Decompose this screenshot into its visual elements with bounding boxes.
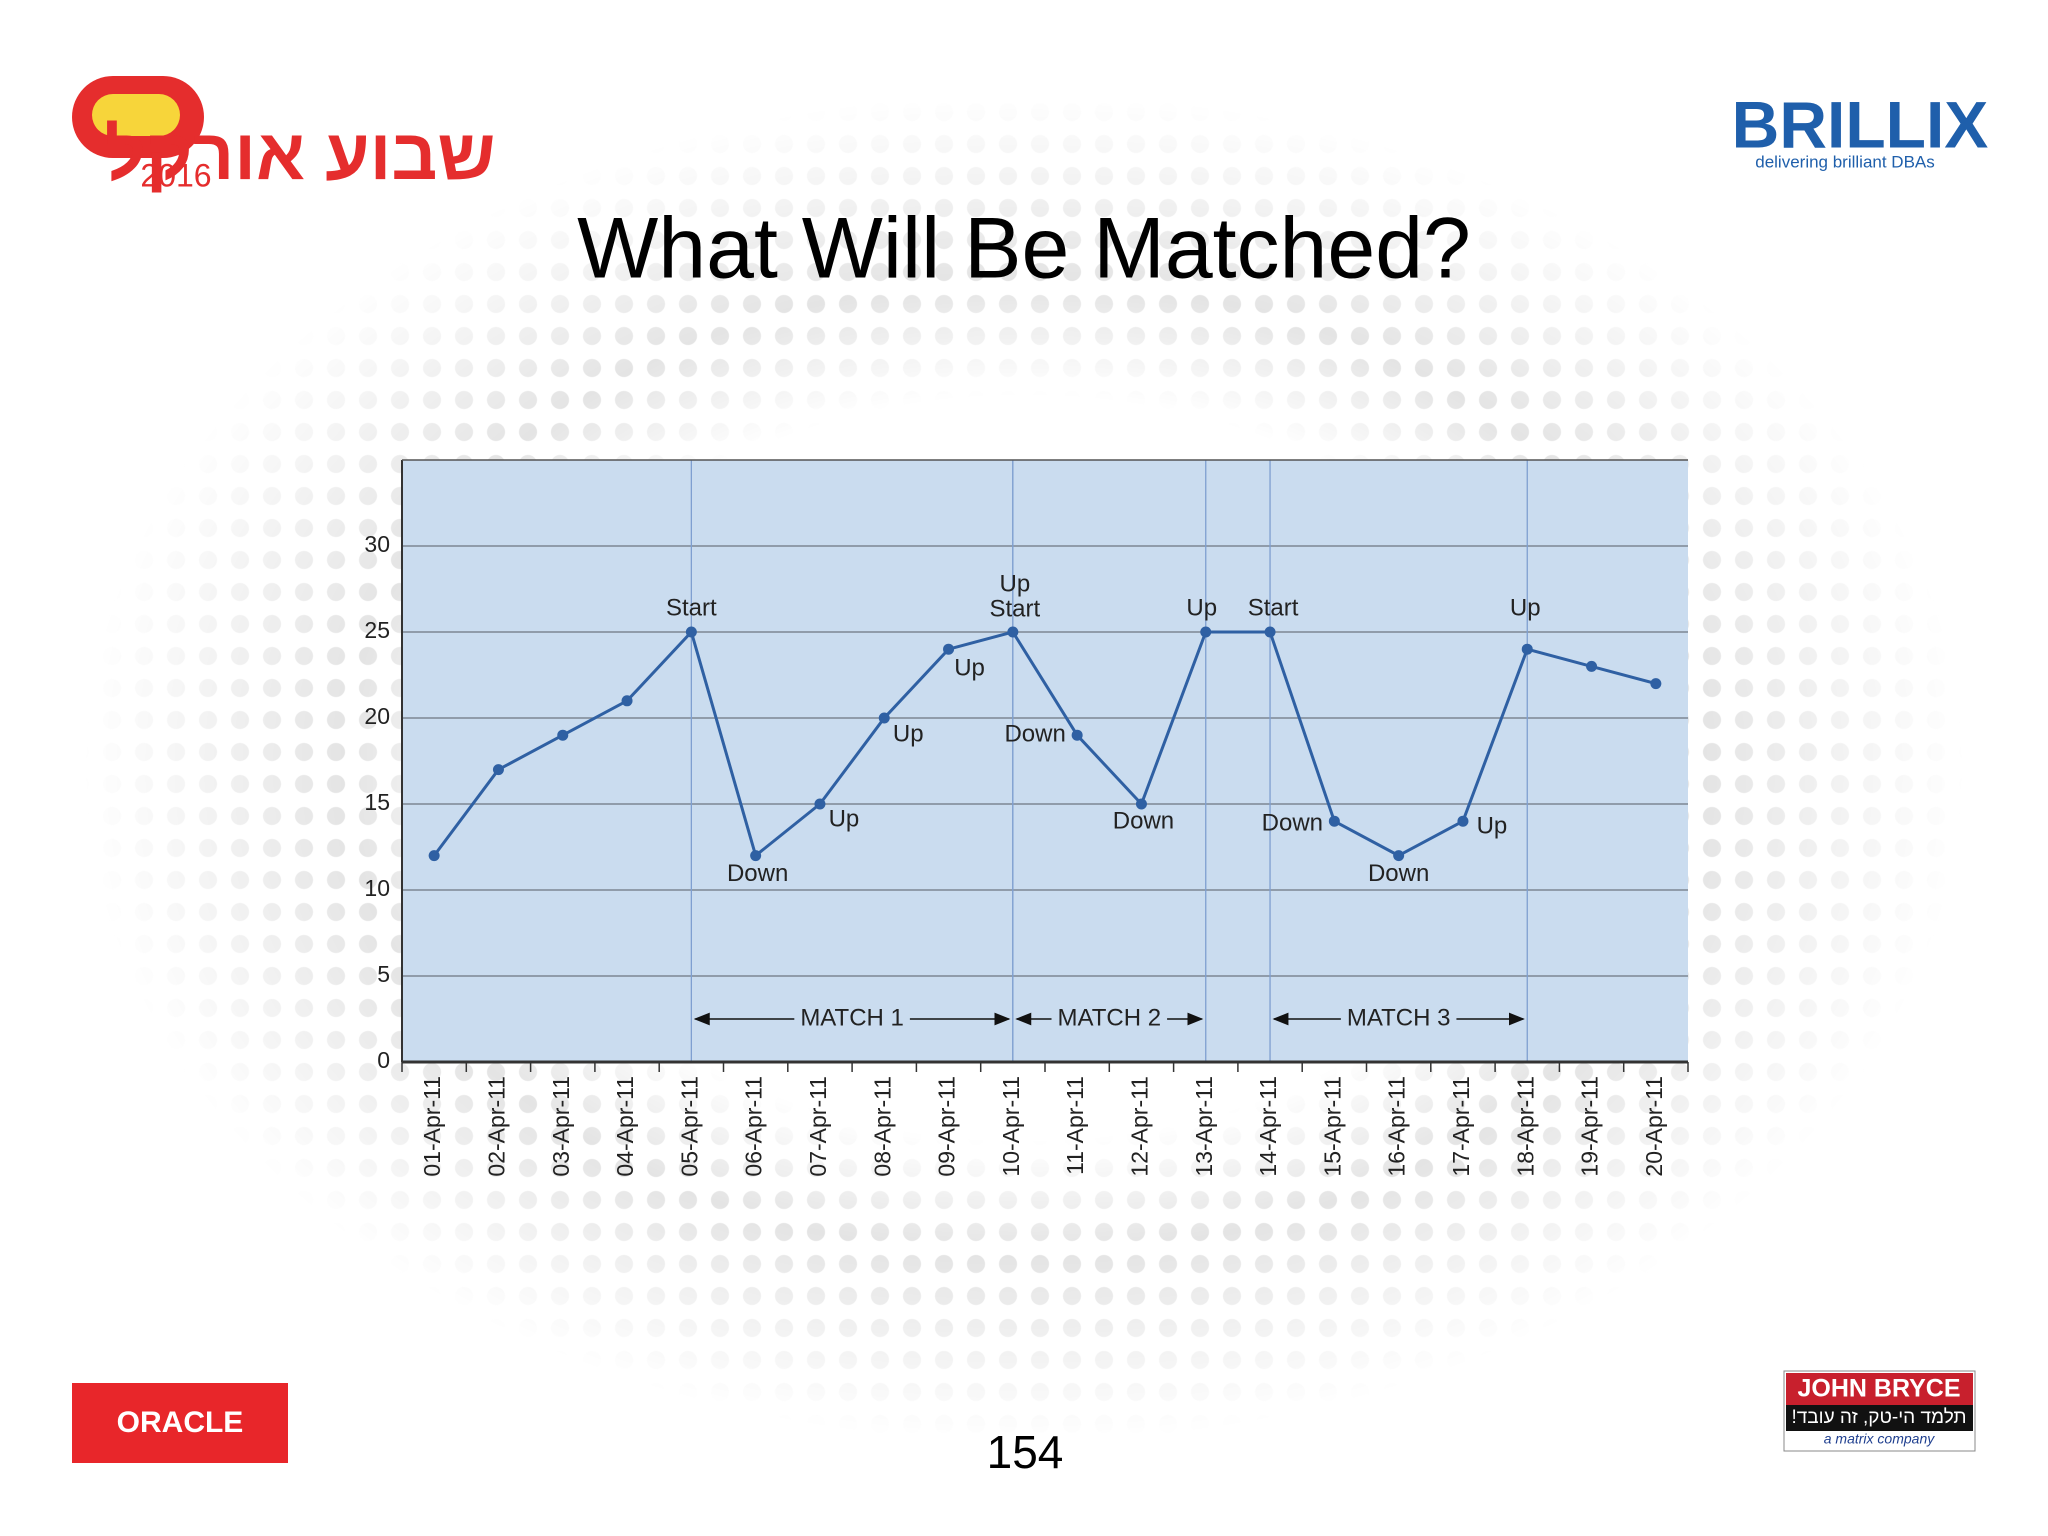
- y-tick-label: 25: [364, 617, 390, 643]
- point-label: Down: [1004, 721, 1065, 748]
- point-label: Up: [829, 805, 860, 832]
- plot-area: [402, 460, 1688, 1062]
- point-label: Up: [954, 655, 985, 682]
- logo-brillix: BRILLIX: [1732, 87, 1989, 161]
- data-point: [1264, 626, 1276, 638]
- y-tick-label: 0: [377, 1047, 390, 1073]
- x-tick-label: 10-Apr-11: [998, 1076, 1024, 1177]
- x-tick-label: 07-Apr-11: [805, 1076, 831, 1177]
- x-tick-label: 12-Apr-11: [1127, 1076, 1153, 1177]
- point-label: Down: [1262, 810, 1323, 837]
- logo-jb-name: JOHN BRYCE: [1798, 1375, 1961, 1403]
- y-tick-label: 15: [364, 789, 390, 815]
- x-tick-label: 17-Apr-11: [1448, 1076, 1474, 1177]
- data-point: [1007, 626, 1019, 638]
- logo-jb-bar: [1786, 1373, 1973, 1405]
- logo-oracle-bg: [72, 1383, 288, 1463]
- y-tick-label: 30: [364, 531, 390, 557]
- y-tick-label: 10: [364, 875, 390, 901]
- point-label: Start: [666, 594, 717, 621]
- data-point: [1650, 678, 1662, 690]
- data-point: [1071, 729, 1083, 741]
- data-point: [1457, 815, 1469, 827]
- slide-title: What Will Be Matched?: [577, 201, 1471, 297]
- x-tick-label: 20-Apr-11: [1641, 1076, 1667, 1177]
- data-point: [943, 643, 955, 655]
- point-label: Down: [727, 860, 788, 887]
- data-point: [1521, 643, 1533, 655]
- match-label-bg: [794, 1004, 910, 1032]
- point-label: Start: [990, 595, 1041, 622]
- x-tick-label: 05-Apr-11: [676, 1076, 702, 1177]
- match-label: MATCH 1: [800, 1004, 904, 1031]
- point-label: Up: [893, 720, 924, 747]
- data-point: [1135, 798, 1147, 810]
- data-point: [492, 764, 504, 776]
- match-label-bg: [1051, 1004, 1168, 1032]
- x-tick-label: 01-Apr-11: [419, 1076, 445, 1177]
- x-tick-label: 19-Apr-11: [1577, 1076, 1603, 1177]
- x-tick-label: 04-Apr-11: [612, 1076, 638, 1177]
- x-tick-label: 11-Apr-11: [1062, 1076, 1088, 1175]
- x-tick-label: 15-Apr-11: [1319, 1076, 1345, 1177]
- y-tick-label: 5: [377, 961, 390, 987]
- match-label-bg: [1340, 1004, 1457, 1032]
- logo-jb-hebrew: תלמד הי-טק, זה עובד!: [1791, 1407, 1966, 1428]
- x-tick-label: 03-Apr-11: [548, 1076, 574, 1177]
- match-label: MATCH 2: [1058, 1004, 1162, 1031]
- x-tick-label: 13-Apr-11: [1191, 1076, 1217, 1177]
- logo-jb-bar2: [1786, 1405, 1973, 1431]
- data-point: [814, 798, 826, 810]
- data-point: [428, 850, 440, 862]
- point-label: Up: [1186, 594, 1217, 621]
- logo-year: 2016: [140, 157, 211, 193]
- x-tick-label: 08-Apr-11: [869, 1076, 895, 1177]
- x-tick-label: 14-Apr-11: [1255, 1076, 1281, 1177]
- logo-brillix-tagline: delivering brilliant DBAs: [1755, 152, 1935, 171]
- chart: 0 5 10 15 20 25 30 MATCH 1 MATCH 2 MATCH 3 01-Apr-…: [364, 459, 1689, 1177]
- x-tick-label: 09-Apr-11: [934, 1076, 960, 1177]
- page-number: 154: [987, 1426, 1064, 1478]
- data-point: [750, 850, 762, 862]
- logo-hebrew-top: שבוע אורקל: [105, 115, 496, 195]
- data-line: [432, 629, 1657, 859]
- point-label: Down: [1113, 807, 1174, 834]
- match-label: MATCH 3: [1347, 1004, 1451, 1031]
- logo-jb-tagline: a matrix company: [1824, 1431, 1935, 1447]
- data-point: [557, 729, 569, 741]
- x-tick-label: 06-Apr-11: [741, 1076, 767, 1177]
- data-point: [878, 712, 890, 724]
- x-tick-label: 02-Apr-11: [484, 1076, 510, 1177]
- y-tick-label: 20: [364, 703, 390, 729]
- point-label: Start: [1248, 594, 1299, 621]
- point-label: Down: [1368, 860, 1429, 887]
- data-point: [621, 695, 633, 707]
- point-label: Up: [1000, 570, 1031, 597]
- x-tick-label: 16-Apr-11: [1384, 1076, 1410, 1177]
- data-point: [685, 626, 697, 638]
- data-point: [1393, 850, 1405, 862]
- data-point: [1328, 815, 1340, 827]
- logo-left: שבוע אורקל 2016: [72, 76, 495, 195]
- point-label: Up: [1510, 595, 1541, 622]
- x-tick-label: 18-Apr-11: [1512, 1076, 1538, 1177]
- data-point: [1586, 660, 1598, 672]
- data-point: [1200, 626, 1212, 638]
- point-label: Up: [1477, 813, 1508, 840]
- logo-oracle: ORACLE: [117, 1406, 244, 1439]
